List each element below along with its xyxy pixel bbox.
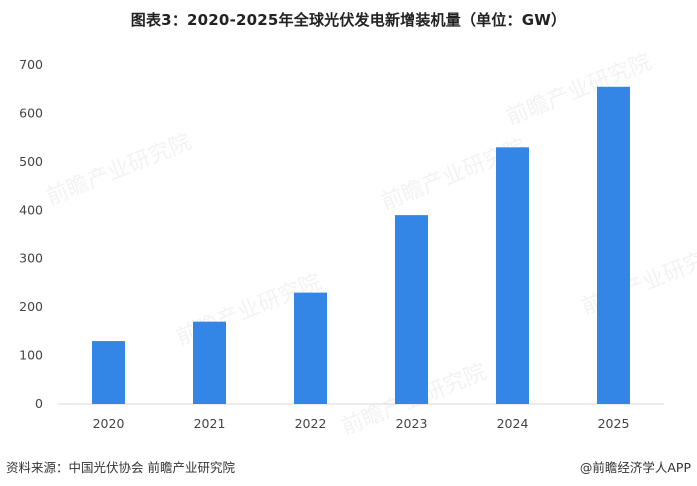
x-tick-label: 2023 — [396, 416, 428, 431]
chart-title: 图表3：2020-2025年全球光伏发电新增装机量（单位：GW） — [130, 11, 567, 29]
y-tick-label: 600 — [19, 105, 43, 120]
x-tick-label: 2022 — [295, 416, 327, 431]
bar-2024 — [496, 147, 529, 405]
y-tick-label: 700 — [19, 57, 43, 72]
watermark-text: 前瞻产业研究院 — [43, 130, 195, 211]
bar-2022 — [294, 292, 327, 404]
source-note: 资料来源：中国光伏协会 前瞻产业研究院 — [6, 460, 235, 475]
bar-2021 — [193, 321, 226, 404]
y-tick-label: 100 — [19, 348, 43, 363]
y-tick-label: 400 — [19, 202, 43, 217]
watermark-text: 前瞻产业研究院 — [503, 50, 655, 131]
x-tick-label: 2025 — [598, 416, 630, 431]
x-axis-ticks: 2020 2021 2022 2023 2024 2025 — [93, 416, 630, 431]
x-tick-label: 2021 — [194, 416, 226, 431]
bar-2020 — [92, 341, 125, 404]
y-tick-label: 200 — [19, 299, 43, 314]
credit-note: @前瞻经济学人APP — [579, 460, 691, 475]
x-tick-label: 2024 — [497, 416, 529, 431]
x-tick-label: 2020 — [93, 416, 125, 431]
y-tick-label: 0 — [35, 396, 43, 411]
y-tick-label: 300 — [19, 251, 43, 266]
bar-2023 — [395, 215, 428, 404]
y-axis-ticks: 0 100 200 300 400 500 600 700 — [19, 57, 43, 411]
watermark-text: 前瞻产业研究院 — [578, 240, 697, 321]
bars — [92, 86, 630, 405]
bar-2025 — [597, 86, 630, 405]
y-tick-label: 500 — [19, 154, 43, 169]
